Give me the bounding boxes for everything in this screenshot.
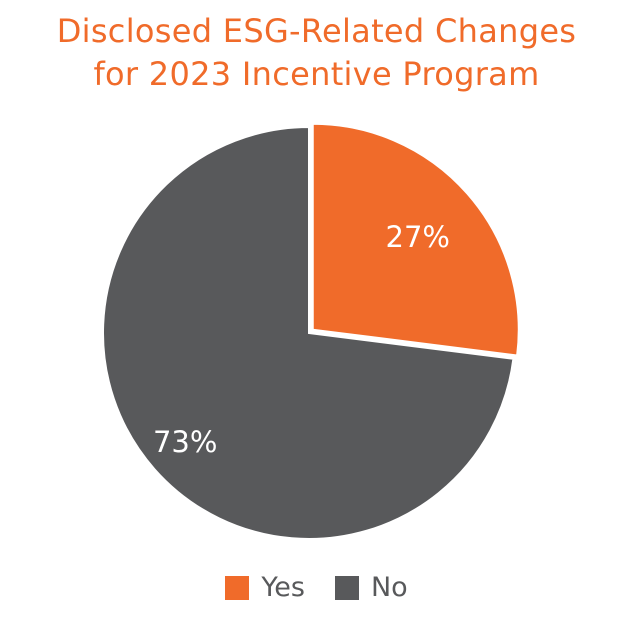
legend-item-no: No xyxy=(334,572,408,603)
legend-swatch-yes xyxy=(225,575,250,600)
legend-label-no: No xyxy=(370,572,408,603)
data-label-no: 73% xyxy=(153,425,217,459)
legend: Yes No xyxy=(0,572,633,603)
legend-item-yes: Yes xyxy=(225,572,305,603)
chart-title: Disclosed ESG-Related Changes for 2023 I… xyxy=(0,10,633,96)
legend-swatch-no xyxy=(334,575,359,600)
pie-slice-yes xyxy=(311,122,520,357)
pie-slices xyxy=(102,122,520,540)
data-label-yes: 27% xyxy=(386,220,450,254)
legend-label-yes: Yes xyxy=(261,572,305,603)
chart-title-line-1: Disclosed ESG-Related Changes xyxy=(56,12,577,50)
chart-title-line-2: for 2023 Incentive Program xyxy=(93,55,540,93)
pie-data-labels: 27% 73% xyxy=(153,220,450,459)
pie-slice-no xyxy=(102,125,515,540)
